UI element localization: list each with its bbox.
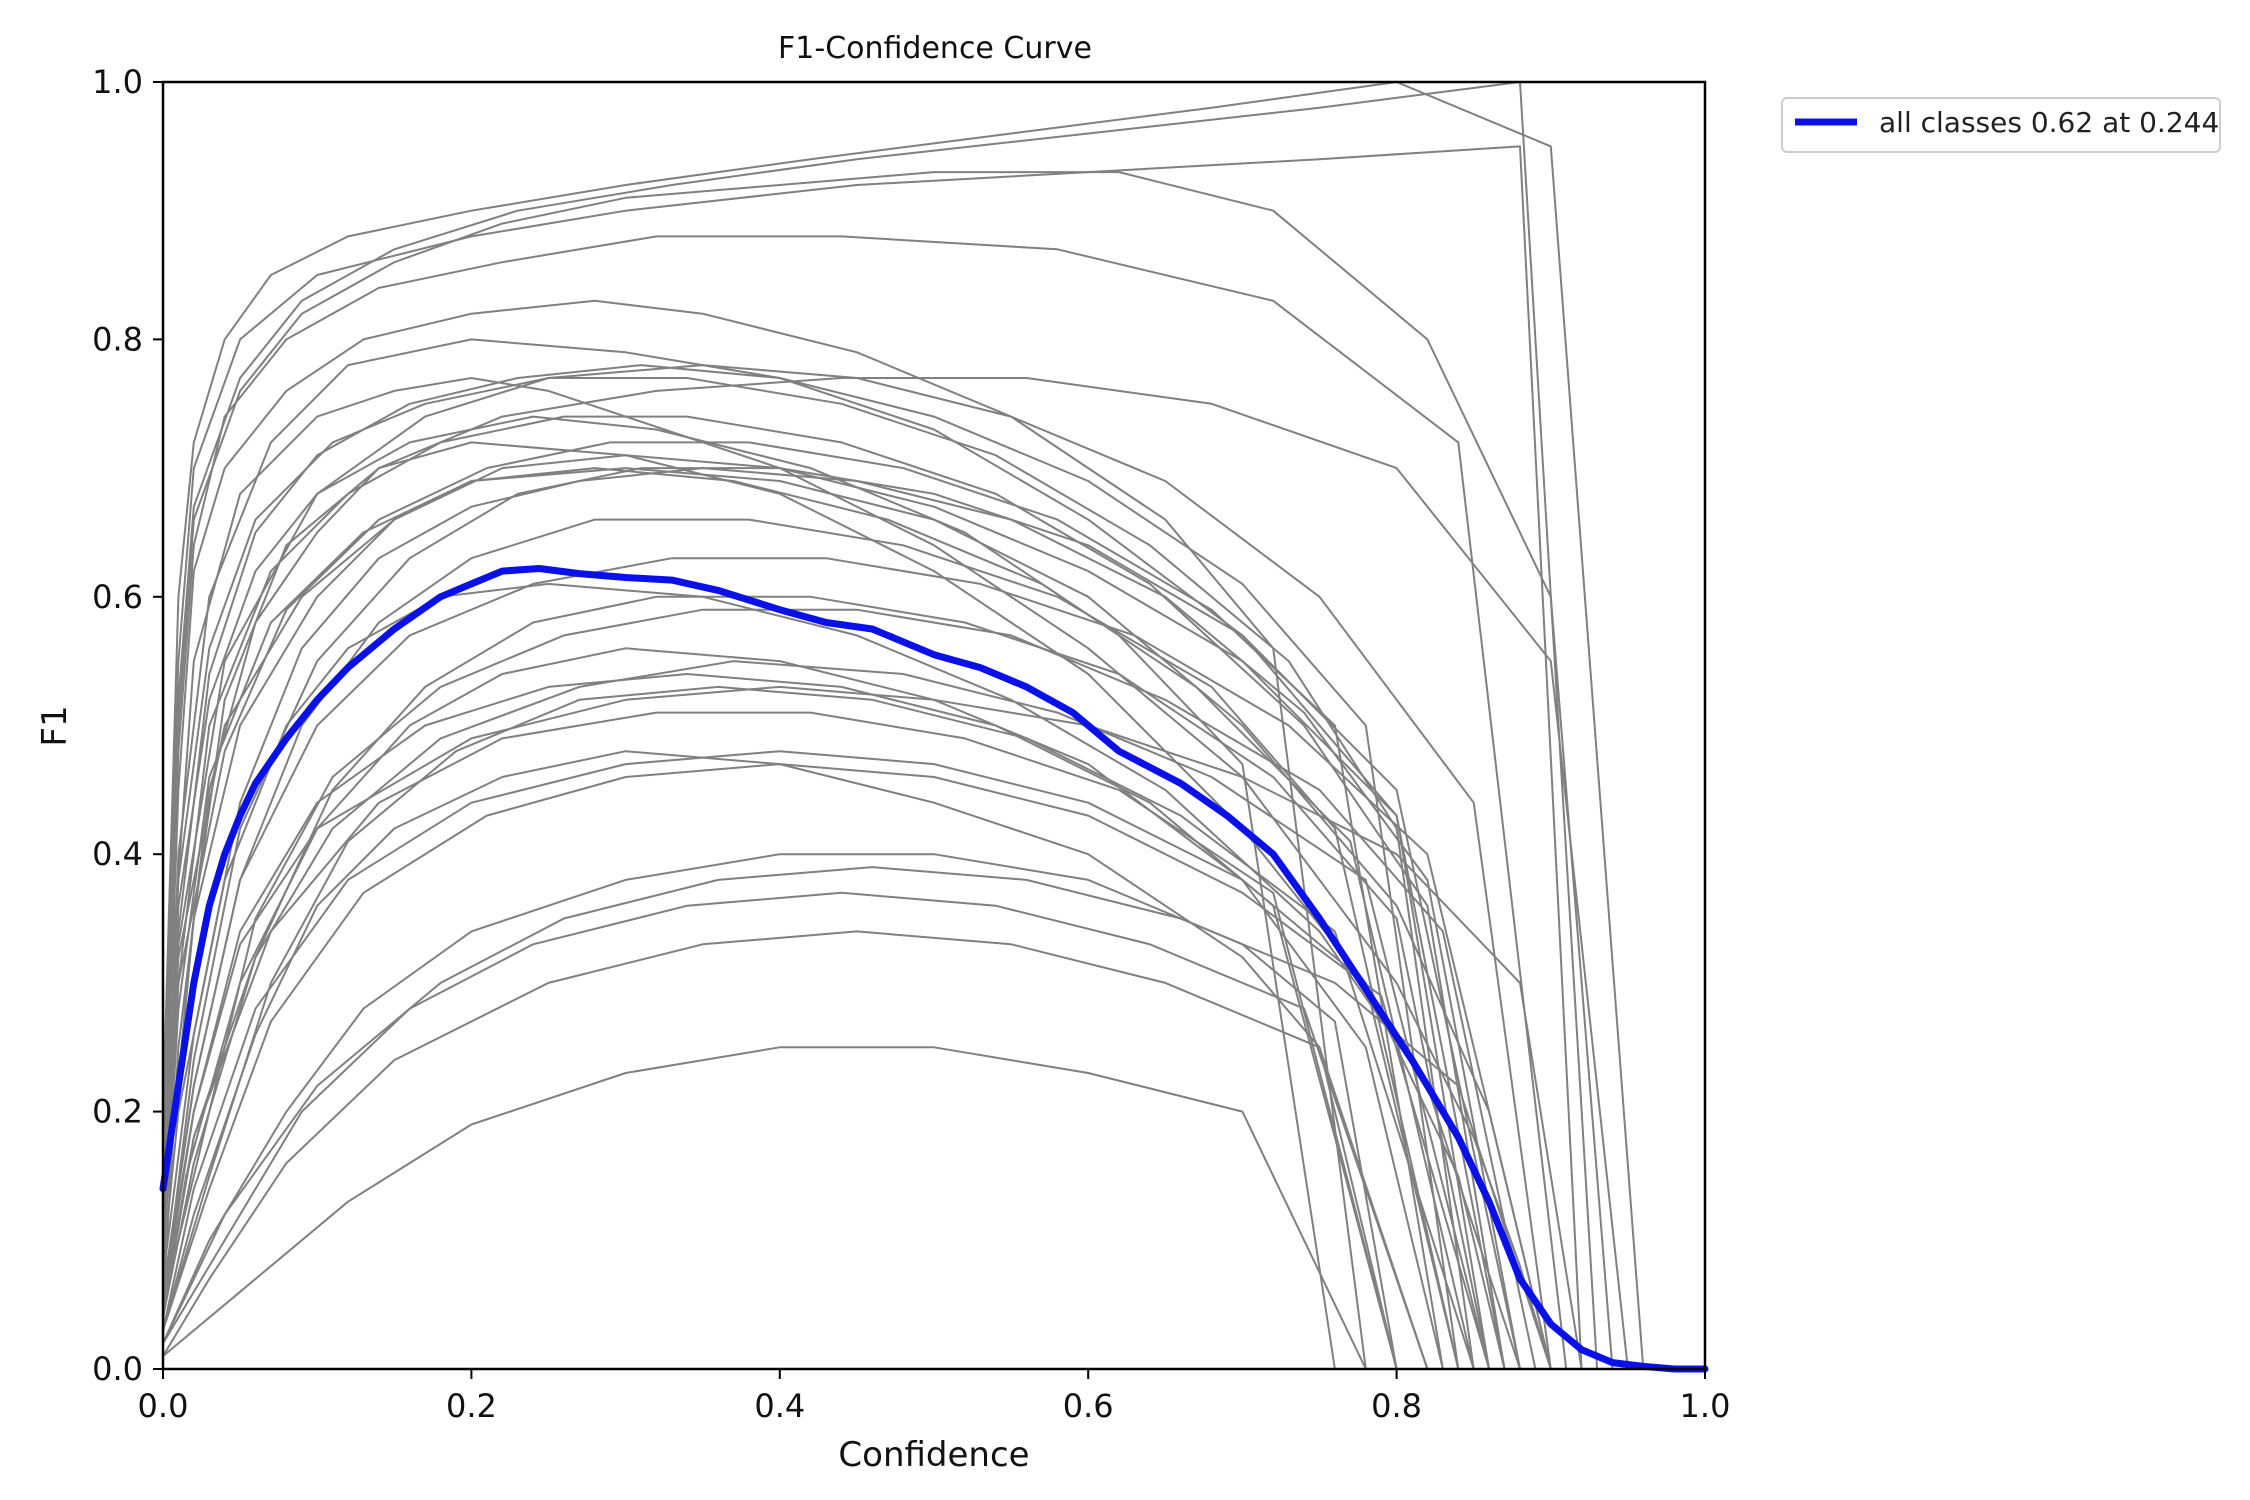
class-curve-23 bbox=[162, 377, 1629, 1370]
x-tick-label: 0.6 bbox=[1063, 1387, 1114, 1425]
class-curve-13 bbox=[162, 518, 1460, 1370]
class-curve-28 bbox=[162, 454, 1506, 1370]
class-curve-2 bbox=[162, 441, 1506, 1370]
y-tick-label: 0.0 bbox=[92, 1350, 143, 1388]
class-curve-5 bbox=[162, 647, 1444, 1370]
class-curve-9 bbox=[162, 685, 1583, 1370]
class-curve-22 bbox=[162, 467, 1475, 1370]
y-tick-label: 0.4 bbox=[92, 835, 143, 873]
class-curve-34 bbox=[162, 660, 1491, 1370]
chart-title: F1-Confidence Curve bbox=[778, 31, 1092, 66]
x-tick-label: 1.0 bbox=[1680, 1387, 1731, 1425]
class-curves-group bbox=[162, 81, 1645, 1370]
class-curve-29 bbox=[162, 467, 1521, 1370]
class-curve-33 bbox=[162, 235, 1568, 1370]
x-tick-label: 0.8 bbox=[1371, 1387, 1422, 1425]
y-tick-label: 0.2 bbox=[92, 1093, 143, 1131]
legend-box bbox=[1781, 97, 2221, 153]
class-curve-32 bbox=[162, 608, 1537, 1370]
class-curve-16 bbox=[162, 930, 1429, 1370]
y-axis-label: F1 bbox=[35, 705, 75, 746]
class-curve-26 bbox=[162, 673, 1398, 1370]
class-curve-18 bbox=[162, 467, 1521, 1370]
class-curve-3 bbox=[162, 467, 1552, 1370]
series-line-all-classes bbox=[159, 565, 1709, 1373]
x-tick-label: 0.2 bbox=[446, 1387, 497, 1425]
class-curve-8 bbox=[162, 299, 1367, 1370]
class-curve-27 bbox=[162, 685, 1475, 1370]
class-curve-21 bbox=[162, 866, 1552, 1370]
y-tick-label: 0.6 bbox=[92, 578, 143, 616]
x-tick-label: 0.0 bbox=[138, 1387, 189, 1425]
class-curve-17 bbox=[162, 81, 1645, 1370]
class-curve-24 bbox=[162, 1046, 1367, 1370]
class-curve-40 bbox=[162, 81, 1599, 1370]
class-curve-31 bbox=[162, 377, 1475, 1370]
y-axis-ticks: 0.0 0.2 0.4 0.6 0.8 1.0 bbox=[92, 63, 163, 1388]
class-curve-38 bbox=[162, 441, 1444, 1370]
class-curve-25 bbox=[162, 145, 1583, 1370]
class-curve-14 bbox=[162, 364, 1552, 1370]
class-curve-35 bbox=[162, 891, 1429, 1370]
x-tick-label: 0.4 bbox=[754, 1387, 805, 1425]
y-tick-label: 0.8 bbox=[92, 320, 143, 358]
legend: all classes 0.62 at 0.244 bbox=[1781, 97, 2221, 153]
class-curve-30 bbox=[162, 711, 1398, 1370]
class-curve-12 bbox=[162, 171, 1614, 1370]
y-tick-label: 1.0 bbox=[92, 63, 143, 101]
x-axis-ticks: 0.0 0.2 0.4 0.6 0.8 1.0 bbox=[138, 1369, 1731, 1425]
all-classes-series-group bbox=[159, 565, 1709, 1373]
class-curve-10 bbox=[162, 415, 1506, 1370]
legend-label-all-classes: all classes 0.62 at 0.244 bbox=[1879, 106, 2219, 139]
plot-frame bbox=[161, 80, 1707, 1371]
x-axis-label: Confidence bbox=[838, 1435, 1029, 1475]
class-curve-39 bbox=[162, 763, 1491, 1370]
class-curve-37 bbox=[162, 557, 1552, 1370]
class-curve-36 bbox=[162, 364, 1460, 1370]
class-curve-11 bbox=[162, 853, 1398, 1370]
